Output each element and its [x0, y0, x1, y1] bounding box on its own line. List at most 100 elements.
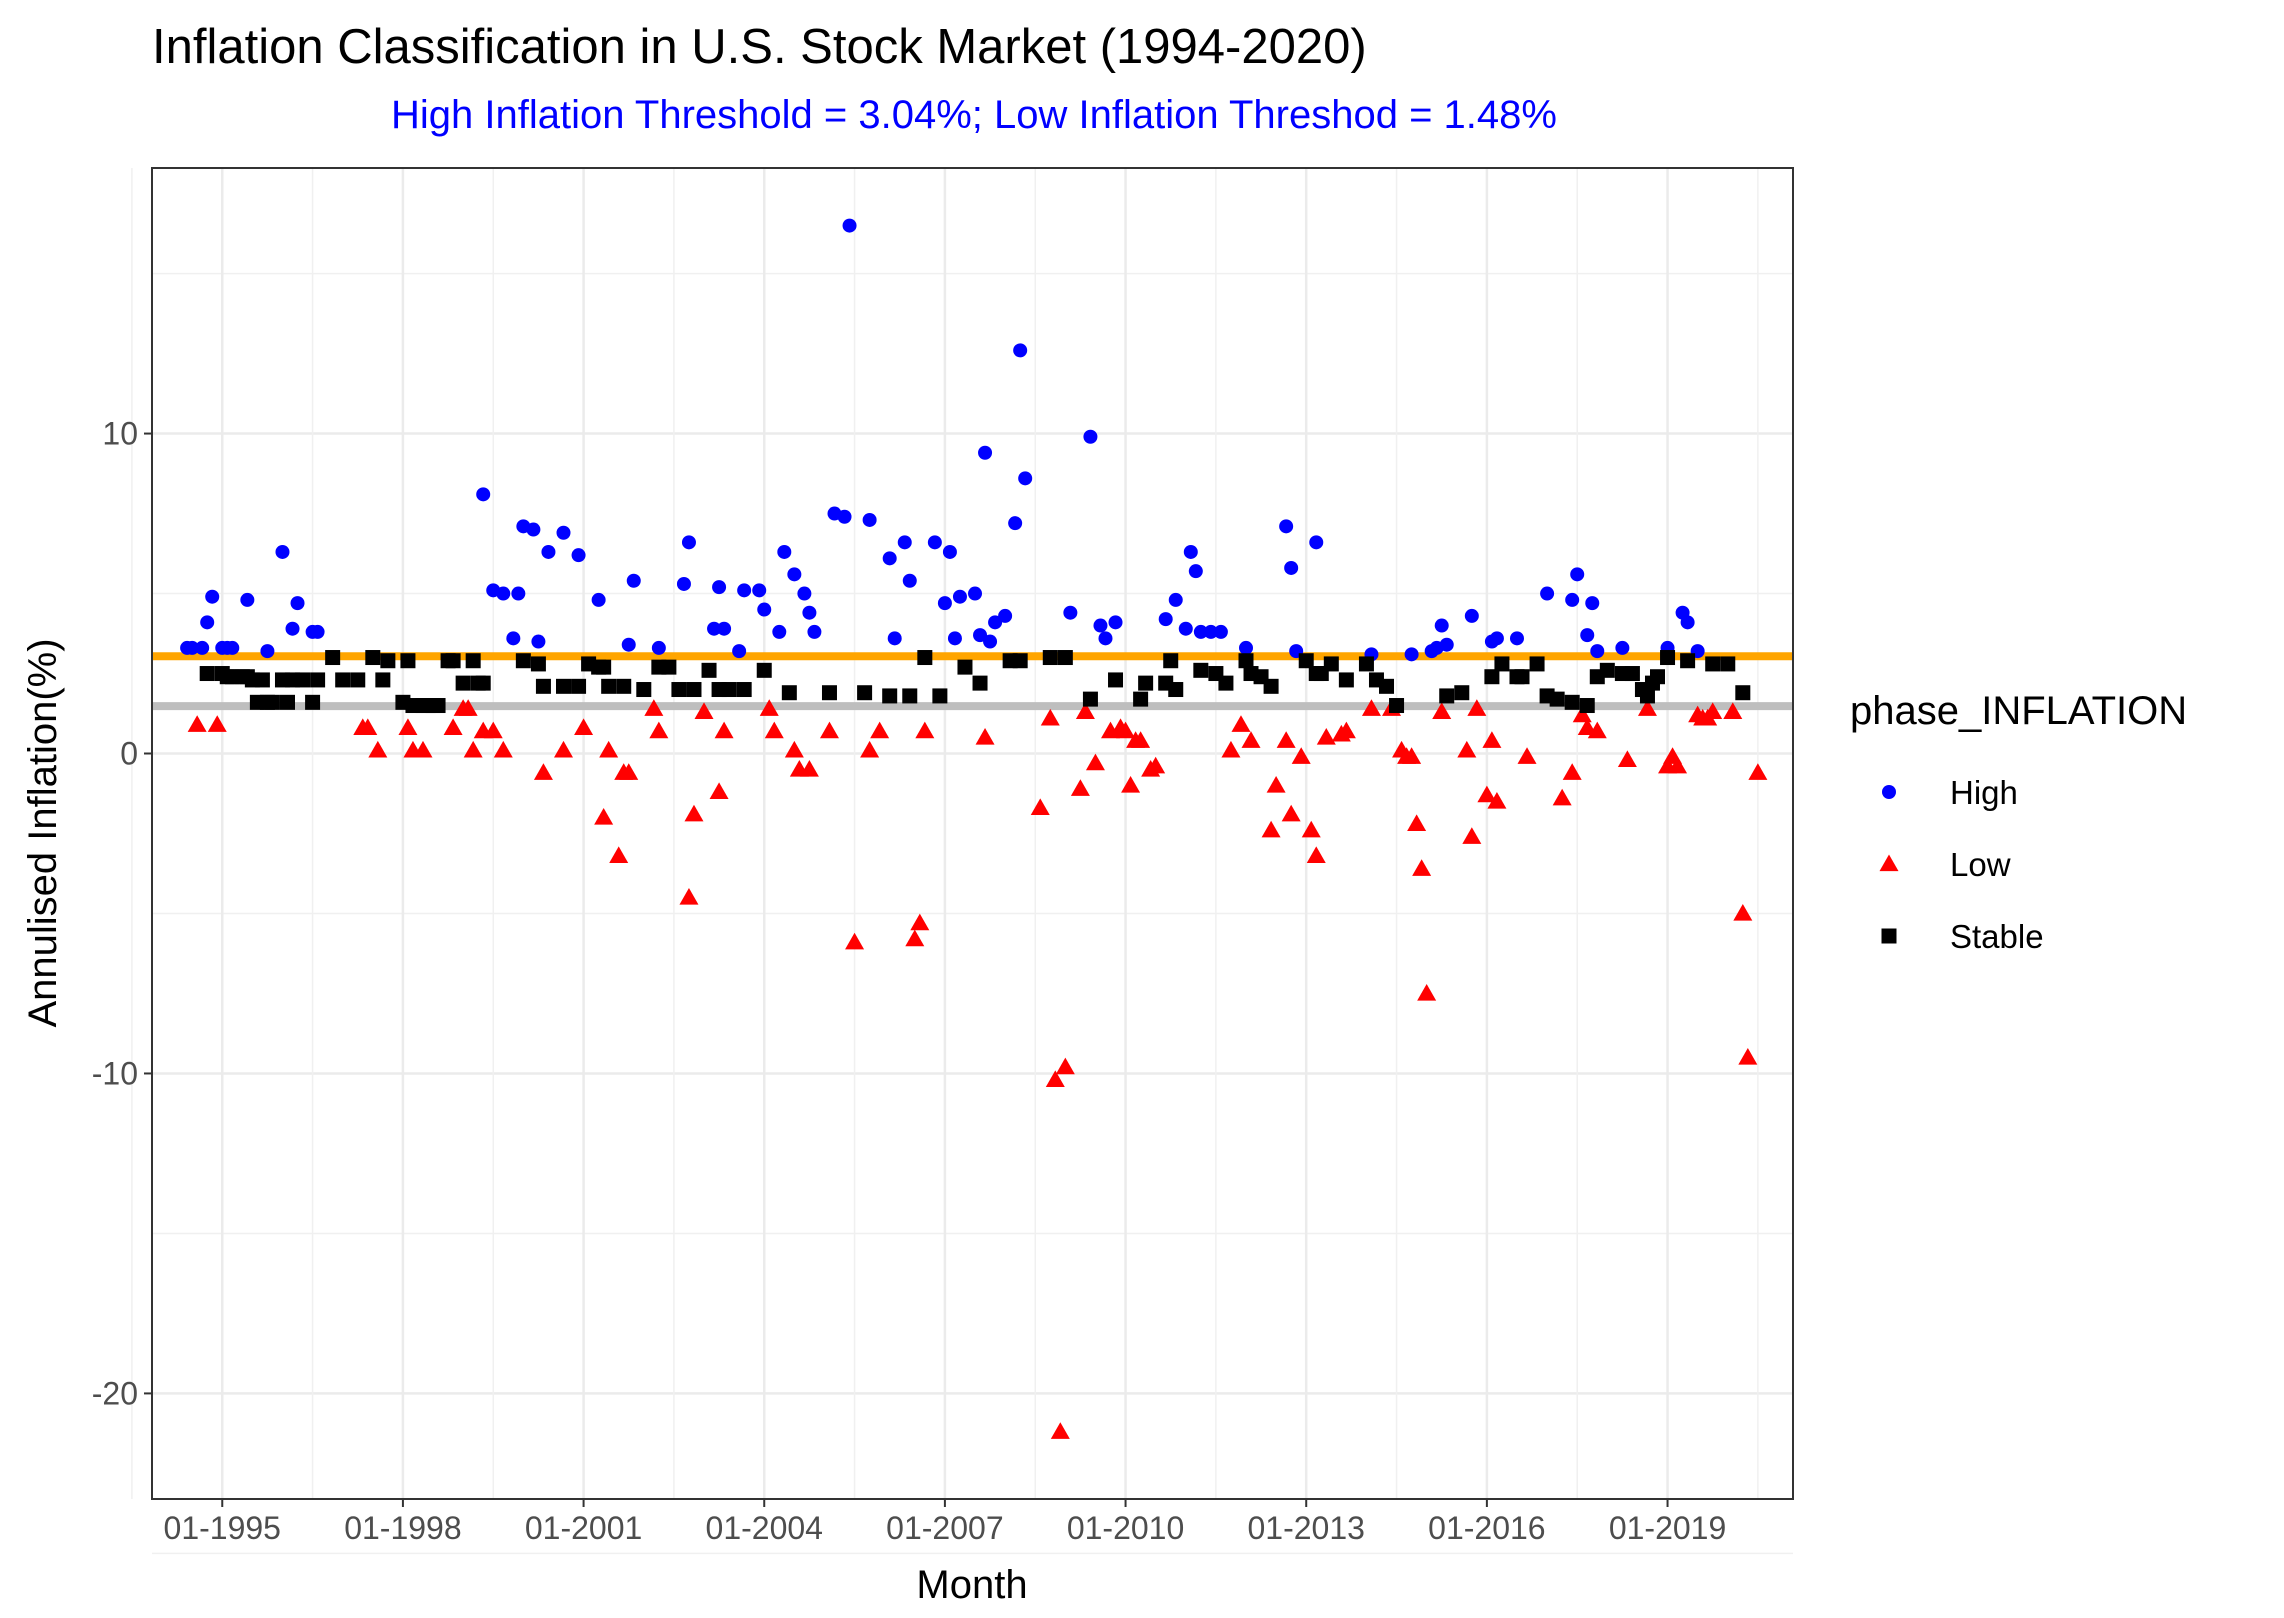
point-stable	[721, 682, 737, 698]
point-stable	[1514, 669, 1530, 685]
point-low	[1562, 763, 1582, 780]
legend: phase_INFLATION High Low Stable	[1850, 689, 2187, 955]
point-low	[1221, 740, 1241, 758]
point-stable	[1549, 691, 1565, 707]
point-low	[1361, 699, 1381, 716]
point-stable	[1298, 653, 1314, 669]
point-low	[915, 721, 935, 739]
point-low	[819, 721, 839, 739]
y-tick-label: -20	[92, 1375, 138, 1411]
point-stable	[1082, 691, 1098, 707]
point-high	[1008, 516, 1023, 531]
point-stable	[1138, 675, 1154, 691]
point-low	[368, 740, 388, 758]
point-stable	[686, 682, 702, 698]
point-high	[681, 535, 696, 550]
point-high	[1565, 592, 1580, 607]
point-low	[1040, 708, 1060, 726]
point-low	[975, 728, 995, 745]
point-stable	[1529, 656, 1545, 672]
point-stable	[1238, 653, 1254, 669]
point-high	[897, 535, 912, 550]
point-stable	[1624, 666, 1640, 682]
series-stable	[199, 650, 1751, 714]
point-stable	[1218, 675, 1234, 691]
point-high	[787, 567, 802, 582]
point-low	[1467, 699, 1487, 716]
point-high	[1585, 596, 1600, 611]
point-low	[860, 740, 880, 758]
point-stable	[365, 650, 381, 666]
point-high	[1434, 618, 1449, 633]
point-stable	[932, 688, 948, 704]
point-stable	[350, 672, 366, 688]
point-low	[398, 718, 418, 736]
point-high	[942, 544, 957, 559]
x-tick-label: 01-2010	[1067, 1510, 1184, 1546]
point-low	[207, 715, 227, 732]
point-low	[1733, 903, 1753, 921]
point-stable	[254, 672, 270, 688]
point-stable	[465, 653, 481, 669]
point-high	[1464, 608, 1479, 623]
point-low	[1552, 788, 1572, 806]
point-high	[1239, 640, 1253, 655]
point-low	[1462, 827, 1482, 844]
point-high	[712, 580, 727, 595]
point-high	[1168, 592, 1183, 607]
x-tick-label: 01-2019	[1609, 1510, 1726, 1546]
point-stable	[535, 678, 551, 694]
point-low	[1748, 763, 1768, 780]
point-low	[1116, 721, 1136, 739]
point-low	[649, 721, 669, 739]
point-low	[1457, 740, 1477, 758]
point-stable	[661, 659, 677, 675]
point-high	[1615, 640, 1630, 655]
point-low	[1482, 731, 1502, 748]
point-stable	[1163, 653, 1179, 669]
point-low	[1316, 728, 1336, 745]
point-high	[205, 589, 220, 604]
legend-label-stable: Stable	[1950, 918, 2044, 955]
point-stable	[1639, 688, 1655, 704]
point-high	[195, 640, 210, 655]
point-high	[887, 631, 902, 646]
point-low	[1266, 776, 1286, 793]
point-high	[1213, 624, 1228, 639]
point-low	[533, 763, 553, 780]
point-high	[1580, 628, 1595, 643]
point-low	[1231, 715, 1251, 732]
point-stable	[1323, 656, 1339, 672]
point-low	[1336, 721, 1356, 739]
point-low	[458, 699, 478, 716]
point-high	[1590, 644, 1605, 659]
point-low	[1050, 1422, 1070, 1439]
legend-label-high: High	[1950, 774, 2018, 811]
point-low	[764, 721, 784, 739]
point-high	[1108, 615, 1123, 630]
legend-label-low: Low	[1950, 846, 2011, 883]
point-stable	[1454, 685, 1470, 701]
point-low	[594, 808, 614, 825]
point-stable	[400, 653, 416, 669]
point-high	[591, 592, 606, 607]
point-high	[260, 644, 275, 659]
point-low	[463, 740, 483, 758]
point-stable	[279, 694, 295, 710]
point-high	[862, 512, 877, 527]
point-stable	[1057, 650, 1073, 666]
point-low	[1617, 750, 1637, 768]
x-tick-label: 01-2007	[886, 1510, 1003, 1546]
point-high	[1540, 586, 1555, 601]
point-high	[310, 624, 325, 639]
point-stable	[1042, 650, 1058, 666]
point-low	[609, 846, 629, 864]
point-high	[225, 640, 240, 655]
point-stable	[556, 678, 572, 694]
point-stable	[1379, 678, 1395, 694]
point-low	[1055, 1057, 1075, 1075]
point-low	[493, 740, 513, 758]
point-stable	[310, 672, 326, 688]
series-high	[180, 218, 1705, 662]
